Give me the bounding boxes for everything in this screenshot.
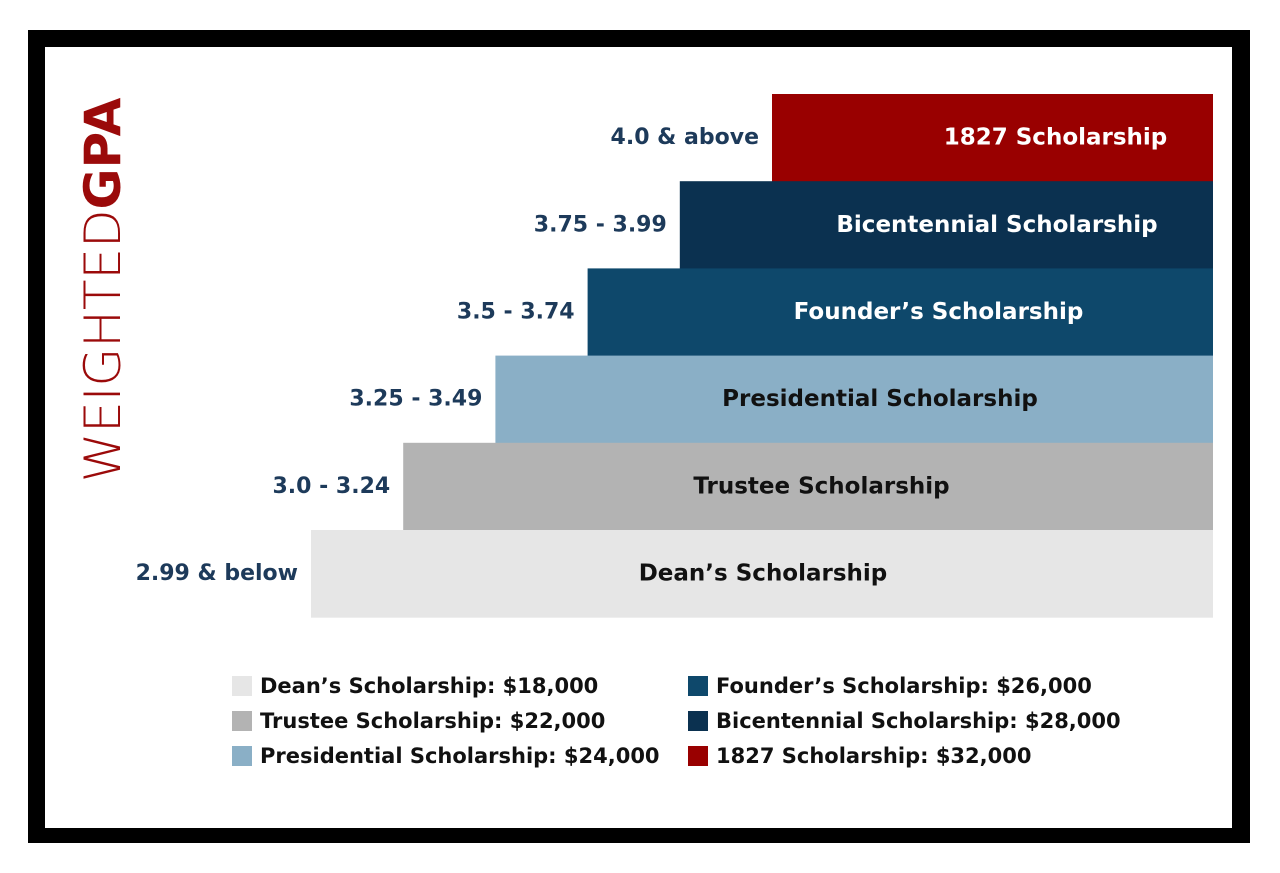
legend-swatch <box>232 746 252 766</box>
legend-swatch <box>232 676 252 696</box>
axis-title-bold: GPA <box>74 97 132 209</box>
tier-name: Bicentennial Scholarship <box>836 212 1157 238</box>
gpa-range: 2.99 & below <box>136 561 298 586</box>
legend: Dean’s Scholarship: $18,000 Trustee Schol… <box>232 674 1121 768</box>
gpa-range: 4.0 & above <box>611 125 759 150</box>
gpa-range: 3.0 - 3.24 <box>272 474 390 499</box>
gpa-range: 3.25 - 3.49 <box>349 387 482 412</box>
tier-name: Presidential Scholarship <box>722 386 1038 412</box>
legend-swatch <box>688 711 708 731</box>
tier-name: Founder’s Scholarship <box>794 299 1084 325</box>
axis-title-light: WEIGHTED <box>74 210 132 483</box>
legend-swatch <box>688 676 708 696</box>
tier-bar <box>311 530 1213 618</box>
axis-title: WEIGHTEDGPA <box>74 97 132 482</box>
legend-swatch <box>688 746 708 766</box>
tier-bar <box>772 94 1213 182</box>
gpa-range: 3.5 - 3.74 <box>457 300 575 325</box>
legend-label: Bicentennial Scholarship: $28,000 <box>716 709 1121 733</box>
tier-bar <box>587 268 1213 357</box>
gpa-range: 3.75 - 3.99 <box>534 212 667 237</box>
legend-label: Founder’s Scholarship: $26,000 <box>716 674 1092 698</box>
tier-bar <box>403 442 1213 531</box>
tier-bar <box>679 181 1213 269</box>
legend-label: 1827 Scholarship: $32,000 <box>716 744 1031 768</box>
tier-name: 1827 Scholarship <box>944 125 1168 151</box>
legend-swatch <box>232 711 252 731</box>
tier-bar <box>495 355 1213 444</box>
tier-name: Dean’s Scholarship <box>639 561 888 587</box>
legend-label: Trustee Scholarship: $22,000 <box>260 709 605 733</box>
tiers: 1827 Scholarship 4.0 & above Bicentennial … <box>136 94 1213 618</box>
legend-label: Dean’s Scholarship: $18,000 <box>260 674 598 698</box>
tier-name: Trustee Scholarship <box>693 473 949 499</box>
legend-label: Presidential Scholarship: $24,000 <box>260 744 660 768</box>
